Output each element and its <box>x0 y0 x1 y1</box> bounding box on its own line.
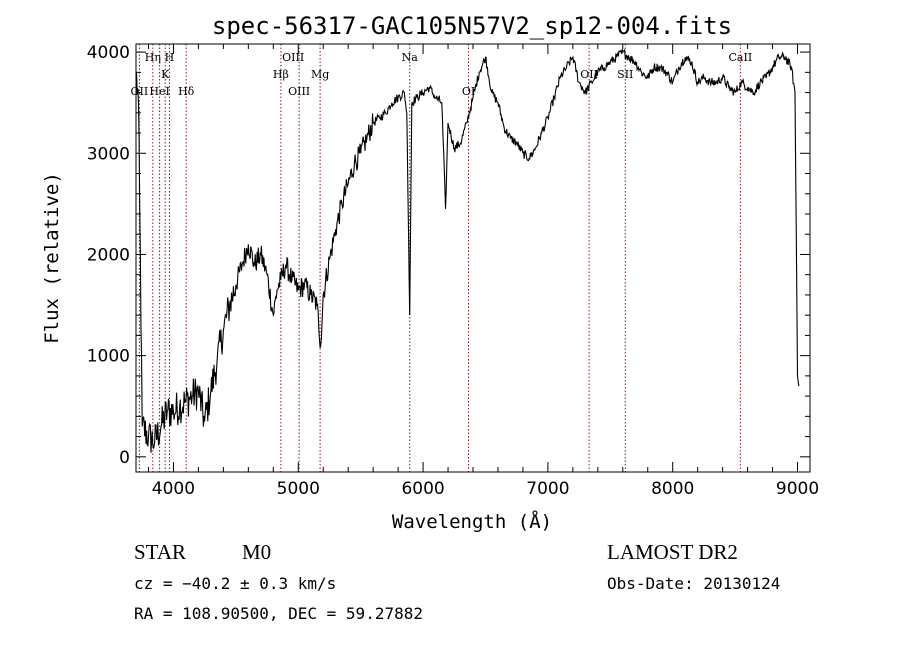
spectrum-line <box>135 48 800 453</box>
y-tick-label-1000: 1000 <box>87 347 130 367</box>
y-tick-label-0: 0 <box>119 448 130 468</box>
line-label-14: CaII <box>729 51 753 64</box>
coordinates: RA = 108.90500, DEC = 59.27882 <box>134 604 423 623</box>
x-axis-label: Wavelength (Å) <box>392 510 552 533</box>
y-tick-label-2000: 2000 <box>87 245 130 265</box>
x-tick-label-5000: 5000 <box>277 479 320 499</box>
line-label-13: SII <box>617 68 633 81</box>
line-label-0: OII <box>131 85 149 98</box>
line-label-2: H <box>165 51 175 64</box>
line-label-12: OII <box>580 68 598 81</box>
x-tick-label-6000: 6000 <box>401 479 444 499</box>
survey-name: LAMOST DR2 <box>607 540 738 564</box>
line-label-4: HeI <box>149 85 169 98</box>
observation-date: Obs-Date: 20130124 <box>607 574 781 593</box>
line-label-6: OIII <box>282 51 304 64</box>
line-label-9: Mg <box>311 68 329 81</box>
line-label-11: OI <box>462 85 475 98</box>
line-label-1: Hη <box>145 51 161 64</box>
y-tick-label-4000: 4000 <box>87 43 130 63</box>
line-label-8: OIII <box>288 85 310 98</box>
x-tick-label-8000: 8000 <box>651 479 694 499</box>
line-label-7: Hβ <box>273 68 289 81</box>
y-axis-label: Flux (relative) <box>41 172 63 344</box>
x-tick-label-4000: 4000 <box>152 479 195 499</box>
y-tick-label-3000: 3000 <box>87 144 130 164</box>
spectral-line-markers <box>138 44 741 472</box>
x-tick-label-9000: 9000 <box>776 479 819 499</box>
x-axis: 4000 5000 6000 7000 8000 9000 <box>147 44 819 499</box>
line-label-5: Hδ <box>178 85 195 98</box>
chart-title: spec-56317-GAC105N57V2_sp12-004.fits <box>212 12 732 40</box>
x-tick-label-7000: 7000 <box>526 479 569 499</box>
object-class: STAR <box>134 540 186 564</box>
object-subclass: M0 <box>242 540 272 564</box>
redshift-velocity: cz = −40.2 ± 0.3 km/s <box>134 574 337 593</box>
line-label-3: K <box>161 68 170 81</box>
line-label-10: Na <box>402 51 419 64</box>
plot-frame <box>135 43 811 473</box>
y-axis: 0 1000 2000 3000 4000 <box>87 43 810 468</box>
